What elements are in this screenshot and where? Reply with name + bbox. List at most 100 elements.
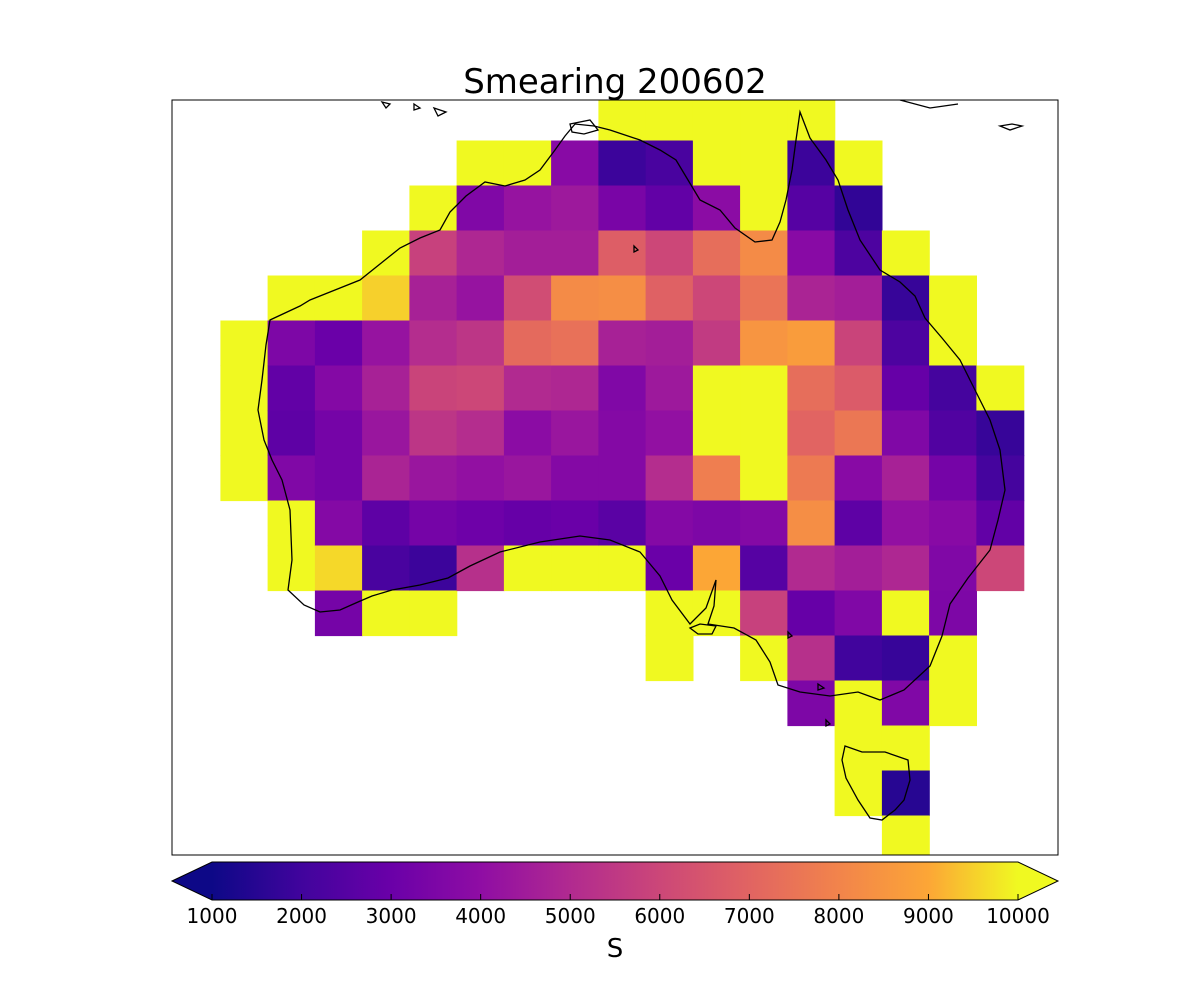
colorbar-tick-label: 2000 bbox=[276, 904, 327, 928]
heatmap-cell bbox=[362, 365, 410, 412]
heatmap-cells bbox=[220, 100, 1025, 855]
heatmap-cell bbox=[409, 590, 458, 637]
heatmap-cell bbox=[645, 635, 694, 682]
heatmap-cell bbox=[834, 320, 883, 367]
heatmap-cell bbox=[409, 455, 458, 502]
heatmap-cell bbox=[456, 275, 505, 322]
heatmap-cell bbox=[314, 320, 363, 367]
heatmap-cell bbox=[267, 410, 316, 457]
heatmap-cell bbox=[362, 455, 410, 502]
heatmap-cell bbox=[456, 320, 505, 367]
heatmap-cell bbox=[740, 500, 788, 547]
colorbar-tick-label: 1000 bbox=[187, 904, 238, 928]
heatmap-cell bbox=[787, 410, 836, 457]
heatmap-cell bbox=[692, 545, 741, 592]
heatmap-cell bbox=[645, 100, 694, 142]
heatmap-cell bbox=[976, 365, 1025, 412]
heatmap-cell bbox=[787, 275, 836, 322]
heatmap-cell bbox=[692, 230, 741, 277]
heatmap-cell bbox=[220, 410, 269, 457]
heatmap-cell bbox=[598, 230, 647, 277]
heatmap-cell bbox=[314, 275, 363, 322]
heatmap-cell bbox=[314, 545, 363, 592]
heatmap-cell bbox=[456, 455, 505, 502]
heatmap-cell bbox=[787, 100, 836, 142]
heatmap-cell bbox=[881, 725, 930, 772]
heatmap-cell bbox=[787, 455, 836, 502]
heatmap-cell bbox=[834, 635, 883, 682]
heatmap-cell bbox=[267, 455, 316, 502]
heatmap-cell bbox=[503, 545, 552, 592]
heatmap-cell bbox=[598, 545, 647, 592]
heatmap-cell bbox=[740, 590, 788, 637]
heatmap-cell bbox=[314, 455, 363, 502]
heatmap-cell bbox=[929, 635, 977, 682]
heatmap-cell bbox=[881, 590, 930, 637]
heatmap-cell bbox=[740, 635, 788, 682]
heatmap-cell bbox=[645, 455, 694, 502]
heatmap-cell bbox=[645, 140, 694, 187]
heatmap-cell bbox=[362, 320, 410, 367]
heatmap-cell bbox=[362, 410, 410, 457]
heatmap-cell bbox=[409, 545, 458, 592]
tasmania-coastline bbox=[841, 745, 911, 821]
heatmap-cell bbox=[409, 275, 458, 322]
heatmap-cell bbox=[976, 410, 1025, 457]
heatmap-cell bbox=[362, 590, 410, 637]
heatmap-cell bbox=[740, 230, 788, 277]
heatmap-cell bbox=[929, 365, 977, 412]
heatmap-cell bbox=[362, 230, 410, 277]
heatmap-cell bbox=[551, 320, 599, 367]
heatmap-cell bbox=[881, 545, 930, 592]
heatmap-cell bbox=[503, 500, 552, 547]
heatmap-cell bbox=[692, 410, 741, 457]
heatmap-cell bbox=[740, 185, 788, 232]
heatmap-cell bbox=[881, 320, 930, 367]
melville-island-coastline bbox=[569, 119, 600, 135]
heatmap-cell bbox=[267, 365, 316, 412]
colorbar-extend-low bbox=[172, 862, 212, 900]
colorbar-tick-label: 10000 bbox=[986, 904, 1050, 928]
heatmap-cell bbox=[740, 140, 788, 187]
heatmap-cell bbox=[551, 275, 599, 322]
heatmap-cell bbox=[740, 545, 788, 592]
colorbar: 1000 2000 3000 4000 5000 6000 7000 8000 9000 1000… bbox=[170, 861, 1060, 964]
heatmap-cell bbox=[881, 635, 930, 682]
heatmap-cell bbox=[551, 185, 599, 232]
heatmap-cell bbox=[976, 455, 1025, 502]
heatmap-cell bbox=[787, 500, 836, 547]
heatmap-cell bbox=[787, 545, 836, 592]
heatmap-cell bbox=[929, 590, 977, 637]
heatmap-cell bbox=[362, 275, 410, 322]
heatmap-cell bbox=[503, 275, 552, 322]
heatmap-cell bbox=[740, 410, 788, 457]
heatmap-cell bbox=[929, 320, 977, 367]
top-left-islands bbox=[380, 100, 448, 117]
heatmap-cell bbox=[456, 500, 505, 547]
colorbar-tick-label: 9000 bbox=[903, 904, 954, 928]
heatmap-cell bbox=[929, 275, 977, 322]
heatmap-cell bbox=[834, 410, 883, 457]
heatmap-cell bbox=[881, 230, 930, 277]
heatmap-cell bbox=[787, 230, 836, 277]
heatmap-cell bbox=[503, 230, 552, 277]
heatmap-cell bbox=[834, 275, 883, 322]
heatmap-cell bbox=[976, 545, 1025, 592]
heatmap-cell bbox=[881, 680, 930, 727]
colorbar-tick-label: 5000 bbox=[545, 904, 596, 928]
heatmap-cell bbox=[598, 320, 647, 367]
heatmap-cell bbox=[267, 275, 316, 322]
colorbar-label: S bbox=[607, 934, 624, 964]
heatmap-cell bbox=[551, 230, 599, 277]
heatmap-cell bbox=[551, 365, 599, 412]
heatmap-cell bbox=[692, 140, 741, 187]
heatmap-cell bbox=[409, 410, 458, 457]
heatmap-cell bbox=[645, 275, 694, 322]
heatmap-cell bbox=[598, 275, 647, 322]
chart-title: Smearing 200602 bbox=[463, 62, 767, 102]
colorbar-tick-label: 4000 bbox=[455, 904, 506, 928]
heatmap-cell bbox=[551, 545, 599, 592]
heatmap-cell bbox=[645, 590, 694, 637]
heatmap-cell bbox=[220, 455, 269, 502]
